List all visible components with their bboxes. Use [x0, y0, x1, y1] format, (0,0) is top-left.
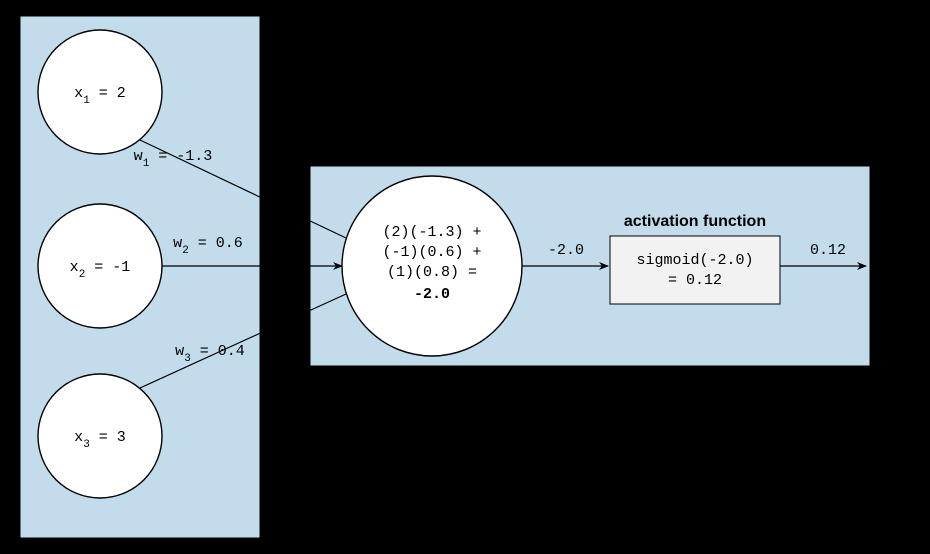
edge-sum-label: -2.0 [548, 242, 584, 259]
neuron-diagram: x1 = 2x2 = -1x3 = 3 w1 = -1.3w2 = 0.6w3 … [0, 0, 930, 554]
input-nodes: x1 = 2x2 = -1x3 = 3 [38, 30, 162, 498]
activation-box [610, 236, 780, 304]
neuron-calc-line-2: (-1)(0.6) + [382, 244, 481, 261]
neuron-calc-line-1: (2)(-1.3) + [382, 224, 481, 241]
activation-line-1: sigmoid(-2.0) [636, 252, 753, 269]
edge-output-label: 0.12 [810, 242, 846, 259]
activation-line-2: = 0.12 [668, 272, 722, 289]
neuron-calc-line-3: (1)(0.8) = [387, 264, 477, 281]
neuron-calc-result: -2.0 [414, 286, 450, 303]
activation-title: activation function [624, 213, 766, 230]
